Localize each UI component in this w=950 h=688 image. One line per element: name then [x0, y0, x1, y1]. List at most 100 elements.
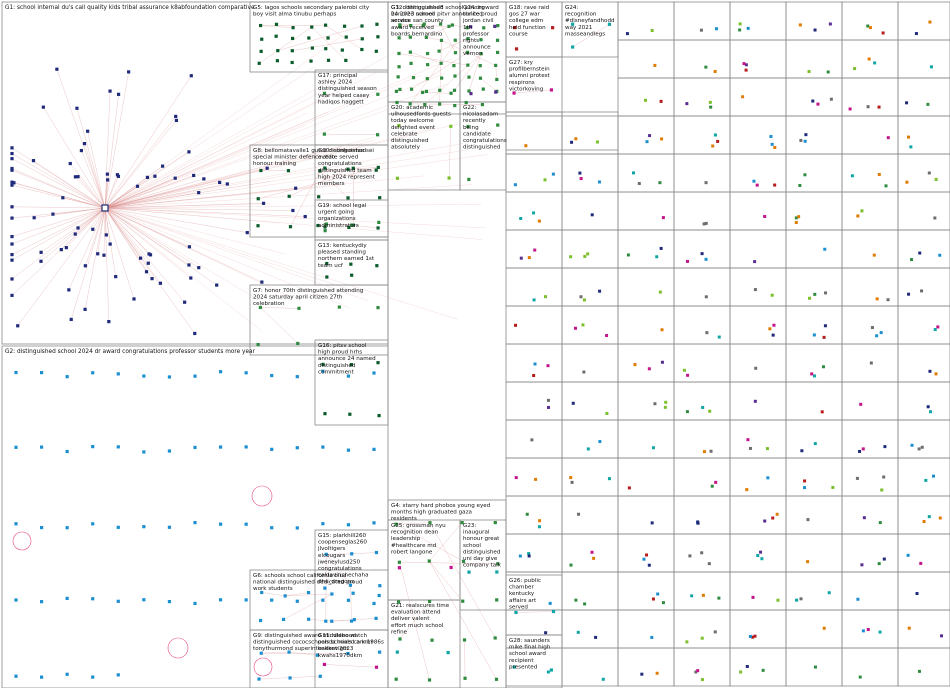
node [850, 174, 854, 178]
node [496, 123, 500, 127]
node [10, 242, 14, 246]
edge-layer [11, 23, 610, 681]
edge [11, 207, 106, 237]
node [193, 601, 197, 606]
node [738, 28, 742, 32]
node [928, 20, 932, 24]
cluster-box-minor [729, 571, 787, 611]
node [376, 306, 380, 310]
node [257, 61, 261, 65]
node [397, 124, 401, 128]
cluster-box-minor [785, 229, 843, 269]
cluster-box-minor [673, 153, 731, 193]
node [116, 445, 120, 449]
label-line: mike final high [509, 645, 551, 651]
edge [308, 619, 332, 622]
self-loop [251, 485, 273, 507]
node [424, 35, 428, 39]
node [79, 148, 83, 153]
node [150, 277, 154, 281]
node [571, 45, 575, 49]
node [41, 105, 45, 109]
node [496, 50, 500, 55]
node [495, 77, 499, 82]
node [705, 331, 709, 335]
node [494, 677, 499, 681]
node [82, 142, 87, 146]
edge [439, 38, 469, 52]
edge [411, 52, 468, 90]
node [325, 261, 329, 266]
node [467, 75, 471, 79]
node [323, 225, 327, 229]
node [461, 559, 466, 563]
node [823, 247, 827, 251]
node [573, 326, 577, 330]
node [394, 522, 398, 526]
edge [261, 651, 290, 654]
node [685, 640, 689, 644]
edge [11, 153, 106, 209]
edge [104, 182, 220, 209]
cluster-box-g25 [387, 519, 461, 601]
node [256, 224, 260, 228]
node [374, 49, 378, 53]
node [701, 405, 705, 409]
node [651, 446, 655, 450]
node [884, 184, 888, 188]
edge [11, 168, 106, 209]
label-line: distinguished team [318, 168, 372, 174]
node [919, 561, 923, 565]
node [644, 98, 648, 102]
cluster-box-minor [617, 115, 675, 155]
node [453, 38, 457, 42]
edge [77, 176, 106, 209]
node [346, 523, 351, 527]
label-line: uni day give [463, 556, 498, 562]
node [873, 61, 877, 65]
node [197, 266, 201, 270]
cluster-box-minor [673, 1, 731, 41]
cluster-box-minor [897, 381, 950, 421]
label-line: award received [391, 25, 434, 31]
node [372, 371, 376, 375]
node [297, 306, 301, 310]
node [375, 22, 379, 26]
node [771, 333, 775, 337]
node [378, 650, 382, 654]
node [350, 552, 354, 556]
node [861, 447, 865, 451]
cluster-box-minor [673, 419, 731, 459]
label-line: today welcome [391, 118, 434, 124]
cluster-box-minor [561, 229, 619, 269]
label-line: pleased standing [318, 250, 366, 256]
node [91, 597, 95, 601]
label-line: administrators [318, 223, 359, 229]
cluster-box-minor [785, 381, 843, 421]
node [512, 665, 516, 669]
node [270, 447, 274, 451]
edge [104, 185, 341, 209]
node [751, 595, 755, 599]
node [682, 368, 686, 372]
node [467, 177, 471, 182]
edge [34, 207, 106, 218]
cluster-box-minor [729, 115, 787, 155]
edge [495, 65, 497, 80]
node [244, 522, 248, 526]
edge [261, 592, 286, 597]
node [218, 598, 223, 602]
edge [104, 71, 379, 209]
edge [104, 51, 396, 209]
edge [104, 66, 315, 209]
node [574, 137, 578, 141]
node [640, 672, 644, 676]
node [933, 216, 937, 220]
node [147, 252, 151, 256]
cluster-box-minor [897, 495, 950, 535]
node [430, 638, 434, 642]
node [658, 181, 662, 185]
node [14, 370, 18, 375]
node [702, 450, 706, 454]
node [256, 197, 260, 201]
